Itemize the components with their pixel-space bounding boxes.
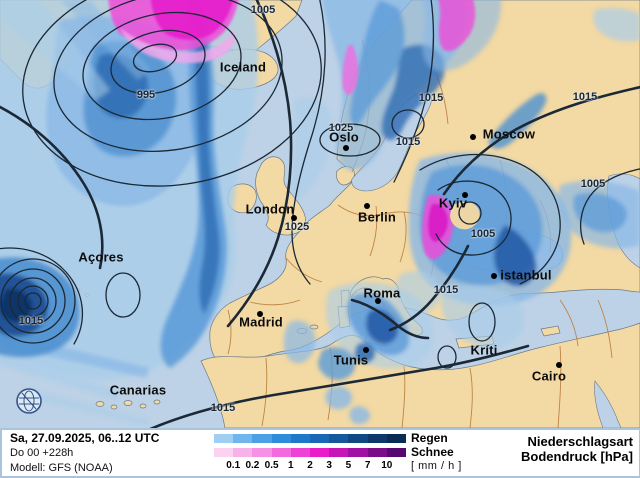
rain-scale-segment	[310, 434, 330, 443]
snow-scale-segment	[214, 448, 234, 457]
snow-scale-segment	[310, 448, 330, 457]
scale-tick: 3	[326, 460, 332, 471]
scale-tick: 1	[288, 460, 294, 471]
snow-caption: Schnee	[411, 445, 454, 459]
forecast-info: Sa, 27.09.2025, 06..12 UTC Do 00 +228h M…	[10, 431, 159, 476]
snow-scale-segment	[290, 448, 311, 457]
rain-scale-segment	[367, 434, 387, 443]
rain-layer	[0, 0, 640, 426]
rain-color-scale	[214, 434, 407, 443]
snow-scale-segment	[233, 448, 253, 457]
rain-scale-segment	[252, 434, 272, 443]
precipitation-scale: 0.1 0.2 0.5 1 2 3 5 7 10	[214, 434, 407, 474]
snow-scale-segment	[252, 448, 272, 457]
rain-scale-segment	[214, 434, 234, 443]
rain-caption: Regen	[411, 431, 448, 445]
rain-scale-segment	[348, 434, 368, 443]
scale-tick: 0.2	[245, 460, 260, 471]
scale-tick-row: 0.1 0.2 0.5 1 2 3 5 7 10	[214, 460, 406, 473]
snow-scale-segment	[329, 448, 349, 457]
rain-scale-segment	[233, 434, 253, 443]
snow-layer	[108, 0, 476, 260]
scale-tick: 5	[345, 460, 352, 471]
rain-scale-segment	[329, 434, 349, 443]
snow-scale-segment	[348, 448, 368, 457]
canary-island	[95, 401, 105, 407]
pressure-caption: Bodendruck [hPa]	[521, 449, 633, 464]
scale-tick: 0.5	[264, 460, 279, 471]
run-time-text: Do 00 +228h	[10, 447, 74, 459]
snow-color-scale	[214, 448, 407, 457]
isobar-layer	[0, 0, 640, 428]
precip-type-caption: Niederschlagsart	[527, 434, 634, 449]
valid-time-text: Sa, 27.09.2025, 06..12 UTC	[10, 431, 160, 445]
cyprus-island	[540, 325, 561, 337]
globe-logo	[16, 388, 42, 414]
unit-caption: [ mm / h ]	[411, 460, 462, 472]
canary-island	[123, 400, 133, 406]
rain-scale-segment	[290, 434, 311, 443]
legend-bar: Sa, 27.09.2025, 06..12 UTC Do 00 +228h M…	[0, 428, 640, 478]
snow-scale-segment	[386, 448, 407, 457]
scale-tick: 2	[307, 460, 313, 471]
map-area: 1005 995 1015 1015 1015 1025 1025 1005 1005 1015 1…	[0, 0, 640, 428]
cyclone-eye-gap	[450, 201, 480, 230]
map-graphic	[0, 0, 640, 428]
snow-scale-segment	[367, 448, 387, 457]
scale-tick: 10	[381, 460, 393, 471]
canary-island	[153, 399, 161, 405]
rain-scale-segment	[386, 434, 407, 443]
scale-tick: 7	[364, 460, 371, 471]
chart-type-captions: Niederschlagsart Bodendruck [hPa]	[521, 434, 633, 464]
canary-island	[110, 404, 118, 410]
model-text: Modell: GFS (NOAA)	[10, 462, 113, 474]
rain-scale-segment	[271, 434, 291, 443]
scale-captions: Regen Schnee [ mm / h ]	[411, 431, 462, 473]
red-sea	[594, 380, 622, 428]
snow-scale-segment	[271, 448, 291, 457]
scale-tick: 0.1	[226, 460, 241, 471]
canary-island	[139, 403, 147, 409]
